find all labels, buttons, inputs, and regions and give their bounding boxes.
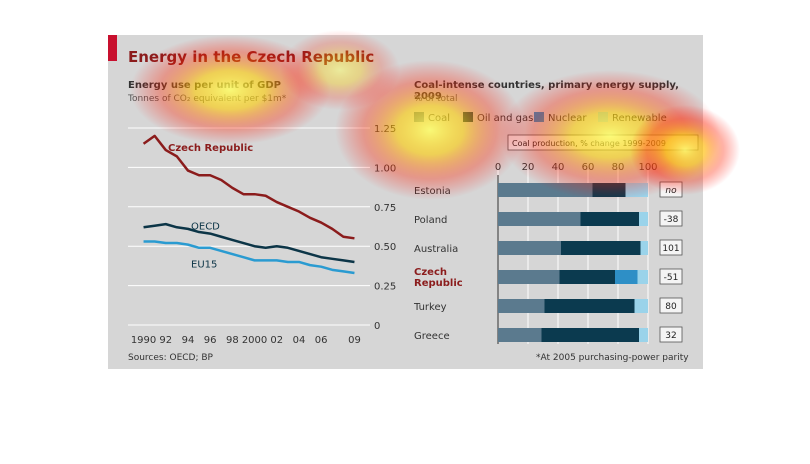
bar-segment (498, 183, 593, 197)
bar-x-tick-label: 20 (522, 162, 535, 173)
side-header-label: Coal production, % change 1999-2009 (512, 139, 666, 148)
line-x-tick-label: 2000 (242, 335, 267, 346)
bar-segment (544, 299, 635, 313)
bar-segment (615, 270, 638, 284)
side-value: -51 (664, 273, 679, 283)
series-label: OECD (191, 222, 220, 233)
line-x-tick-label: 09 (348, 335, 361, 346)
ppp-footnote: *At 2005 purchasing-power parity (536, 353, 689, 363)
line-x-tick-label: 06 (315, 335, 328, 346)
series-line (143, 222, 355, 264)
line-y-tick-label: 1.25 (374, 124, 396, 135)
legend-label: Oil and gas (477, 113, 533, 124)
bar-segment (498, 270, 560, 284)
bar-x-tick-label: 40 (552, 162, 565, 173)
bar-segment (541, 328, 639, 342)
bar-x-tick-label: 60 (582, 162, 595, 173)
category-label: Poland (414, 215, 447, 226)
bar-segment (640, 241, 648, 255)
side-value: 80 (665, 302, 677, 312)
infographic-panel: Energy in the Czech Republic Energy use … (108, 35, 703, 369)
category-label: Turkey (413, 302, 447, 313)
line-y-tick-label: 0.50 (374, 242, 396, 253)
side-value-box (659, 326, 683, 343)
bar-segment (498, 241, 561, 255)
series-label: EU15 (191, 260, 217, 271)
bar-x-tick-label: 80 (612, 162, 625, 173)
side-value: -38 (664, 215, 679, 225)
sources-note: Sources: OECD; BP (128, 353, 213, 363)
category-label: Estonia (414, 186, 451, 197)
side-value: 32 (665, 331, 676, 341)
line-y-tick-label: 1.00 (374, 163, 396, 174)
legend-label: Renewable (612, 113, 667, 124)
line-x-tick-label: 96 (204, 335, 217, 346)
series-label: Czech Republic (168, 143, 253, 154)
side-value-box (659, 210, 683, 227)
bar-segment (637, 270, 648, 284)
line-y-tick-label: 0.75 (374, 203, 396, 214)
side-value: no (665, 186, 677, 196)
legend-swatch (598, 112, 608, 122)
bar-segment (498, 299, 545, 313)
line-x-tick-label: 04 (293, 335, 306, 346)
bar-segment (561, 241, 641, 255)
bar-segment (639, 328, 648, 342)
bar-segment (639, 212, 648, 226)
line-x-tick-label: 98 (226, 335, 239, 346)
category-label: Republic (414, 278, 463, 289)
side-value: 101 (662, 244, 679, 254)
legend-swatch (534, 112, 544, 122)
series-line (143, 240, 355, 275)
line-x-tick-label: 92 (159, 335, 172, 346)
line-x-tick-label: 02 (270, 335, 283, 346)
bar-segment (592, 183, 626, 197)
side-value-box (659, 239, 683, 256)
bar-segment (498, 212, 581, 226)
bar-segment (498, 328, 542, 342)
line-y-tick-label: 0.25 (374, 282, 396, 293)
bar-segment (580, 212, 639, 226)
line-x-tick-label: 1990 (131, 335, 156, 346)
line-y-tick-label: 0 (374, 321, 380, 332)
side-value-box (659, 268, 683, 285)
category-label: Greece (414, 331, 450, 342)
bar-segment (634, 299, 648, 313)
bar-segment (559, 270, 615, 284)
legend-swatch (414, 112, 424, 122)
bar-segment (625, 183, 648, 197)
accent-bar (108, 35, 117, 61)
side-value-box (659, 297, 683, 314)
bar-x-tick-label: 100 (638, 162, 657, 173)
line-x-tick-label: 94 (182, 335, 195, 346)
legend-label: Nuclear (548, 113, 587, 124)
legend-label: Coal (428, 113, 450, 124)
legend-swatch (463, 112, 473, 122)
bar-x-tick-label: 0 (495, 162, 501, 173)
category-label: Czech (414, 267, 447, 278)
series-line (142, 134, 355, 240)
category-label: Australia (414, 244, 458, 255)
